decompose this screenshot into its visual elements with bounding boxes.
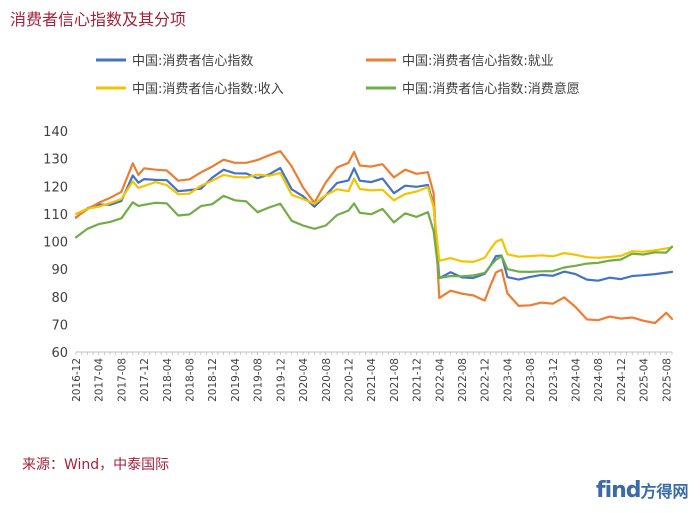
series-line-2 xyxy=(74,150,674,325)
plot-area xyxy=(74,150,674,325)
x-tick-label: 2021-12 xyxy=(412,358,424,402)
x-tick-label: 2017-04 xyxy=(94,358,106,402)
y-tick-label: 120 xyxy=(43,180,68,195)
y-tick-label: 70 xyxy=(51,318,68,333)
x-tick-label: 2018-12 xyxy=(207,358,219,402)
x-tick-label: 2023-12 xyxy=(548,358,560,402)
x-tick-label: 2018-04 xyxy=(162,358,174,402)
legend-label-2: 中国:消费者信心指数:就业 xyxy=(402,54,554,69)
x-tick-label: 2024-12 xyxy=(616,358,628,402)
x-tick-label: 2023-04 xyxy=(502,358,514,402)
series-line-1 xyxy=(74,166,674,282)
legend-label-3: 中国:消费者信心指数:收入 xyxy=(132,82,284,97)
x-tick-label: 2019-12 xyxy=(275,358,287,402)
x-tick-label: 2022-04 xyxy=(434,358,446,402)
x-tick-label: 2024-08 xyxy=(593,358,605,402)
x-tick-label: 2020-12 xyxy=(343,358,355,402)
legend-label-4: 中国:消费者信心指数:消费意愿 xyxy=(402,81,580,97)
y-tick-label: 100 xyxy=(43,236,68,251)
x-tick-label: 2018-08 xyxy=(185,358,197,402)
watermark-logo: find方得网 xyxy=(596,478,689,503)
y-tick-label: 140 xyxy=(43,125,68,140)
y-tick-label: 90 xyxy=(51,263,68,278)
x-tick-label: 2021-04 xyxy=(366,358,378,402)
watermark-text: 方得网 xyxy=(640,482,689,501)
x-tick-label: 2019-08 xyxy=(253,358,265,402)
x-tick-label: 2024-04 xyxy=(571,358,583,402)
x-tick-label: 2020-04 xyxy=(298,358,310,402)
x-tick-label: 2022-08 xyxy=(457,358,469,402)
y-tick-label: 130 xyxy=(43,153,68,168)
y-axis: 60 70 80 90 100 110 120 130 140 xyxy=(43,125,68,361)
x-tick-label: 2025-08 xyxy=(661,358,673,402)
series-line-3 xyxy=(74,171,674,263)
x-tick-label: 2021-08 xyxy=(389,358,401,402)
source-note: 来源：Wind，中泰国际 xyxy=(22,457,170,473)
watermark-brand: find xyxy=(596,478,642,503)
y-tick-label: 110 xyxy=(43,208,68,223)
x-tick-label: 2020-08 xyxy=(321,358,333,402)
chart-title: 消费者信心指数及其分项 xyxy=(10,10,187,29)
x-tick-label: 2019-04 xyxy=(230,358,242,402)
series-line-4 xyxy=(74,194,674,280)
y-tick-label: 60 xyxy=(51,346,68,361)
x-tick-label: 2016-12 xyxy=(71,358,83,402)
x-tick-label: 2017-12 xyxy=(139,358,151,402)
y-tick-label: 80 xyxy=(51,291,68,306)
x-tick-label: 2025-04 xyxy=(639,358,651,402)
x-tick-label: 2022-12 xyxy=(480,358,492,402)
x-tick-label: 2017-08 xyxy=(116,358,128,402)
x-tick-label: 2023-08 xyxy=(525,358,537,402)
x-axis: 2016-12 2017-04 2017-08 2017-12 2018-04 2018-… xyxy=(71,351,673,402)
legend-label-1: 中国:消费者信心指数 xyxy=(132,54,253,69)
